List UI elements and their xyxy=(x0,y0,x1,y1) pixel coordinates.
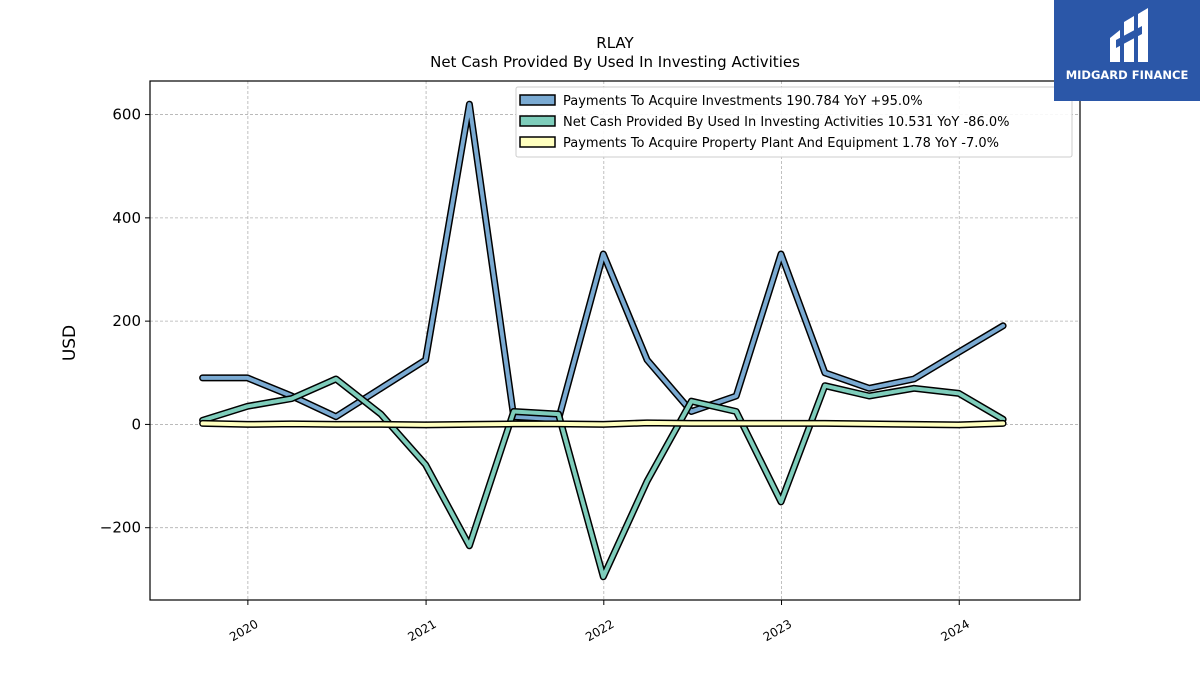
y-tick-label: 200 xyxy=(112,312,141,330)
data-point xyxy=(467,544,471,548)
plot-frame xyxy=(149,80,1081,601)
x-tick-label: 2021 xyxy=(405,617,438,644)
data-point xyxy=(245,422,249,426)
data-point xyxy=(334,377,338,381)
data-point xyxy=(201,376,205,380)
legend-label-2: Net Cash Provided By Used In Investing A… xyxy=(563,115,1009,130)
data-point xyxy=(334,415,338,419)
midgard-logo-icon xyxy=(1110,8,1148,62)
data-point xyxy=(912,377,916,381)
data-point xyxy=(823,384,827,388)
data-point xyxy=(867,394,871,398)
x-tick-label: 2020 xyxy=(227,617,260,644)
data-point xyxy=(379,422,383,426)
brand-name: MIDGARD FINANCE xyxy=(1065,68,1189,82)
data-point xyxy=(334,422,338,426)
data-point xyxy=(379,386,383,390)
x-tick-label: 2022 xyxy=(583,617,616,644)
legend-swatch-1 xyxy=(519,94,556,106)
data-point xyxy=(867,386,871,390)
chart-title: RLAY xyxy=(596,34,634,52)
x-tick-label: 2023 xyxy=(761,617,794,644)
data-point xyxy=(957,423,961,427)
data-point xyxy=(734,394,738,398)
data-point xyxy=(957,391,961,395)
data-point xyxy=(556,412,561,416)
data-point xyxy=(645,479,649,483)
legend-box xyxy=(515,86,1073,158)
data-point xyxy=(201,421,205,425)
data-point xyxy=(245,404,249,408)
grid-layer xyxy=(150,81,1080,600)
data-point xyxy=(424,358,428,362)
y-tick-label: 600 xyxy=(112,106,141,124)
data-point xyxy=(734,409,738,414)
legend-label-3: Payments To Acquire Property Plant And E… xyxy=(563,136,999,151)
data-point xyxy=(601,575,605,579)
data-point xyxy=(512,409,516,414)
data-point xyxy=(823,421,827,425)
data-point xyxy=(779,421,783,425)
data-point xyxy=(779,252,783,256)
data-point xyxy=(379,412,383,416)
chart-subtitle: Net Cash Provided By Used In Investing A… xyxy=(430,53,800,71)
data-point xyxy=(645,421,649,425)
data-point xyxy=(556,422,561,426)
data-point xyxy=(467,102,471,106)
data-point xyxy=(424,423,428,427)
data-point xyxy=(1001,421,1005,425)
legend-swatch-2 xyxy=(519,115,556,127)
x-tick-label: 2024 xyxy=(939,617,972,644)
data-point xyxy=(290,397,294,401)
data-point xyxy=(601,252,605,256)
legend-swatch-3 xyxy=(519,136,556,148)
data-point xyxy=(689,399,694,403)
data-point xyxy=(245,376,249,380)
y-axis-label: USD xyxy=(60,325,80,361)
data-point xyxy=(957,350,961,354)
data-point xyxy=(734,421,738,425)
data-point xyxy=(823,371,827,375)
data-point xyxy=(645,358,649,362)
data-point xyxy=(467,422,471,426)
y-tick-label: 0 xyxy=(131,415,141,433)
data-point xyxy=(290,422,294,426)
data-point xyxy=(601,422,605,426)
series-layer xyxy=(199,100,1007,581)
midgard-logo: MIDGARD FINANCE xyxy=(1054,0,1200,101)
legend-label-1: Payments To Acquire Investments 190.784 … xyxy=(563,94,923,109)
y-tick-label: −200 xyxy=(100,519,141,537)
data-point xyxy=(689,409,694,414)
data-point xyxy=(912,422,916,426)
data-point xyxy=(1001,324,1005,328)
data-point xyxy=(912,386,916,390)
data-point xyxy=(867,422,871,426)
data-point xyxy=(779,500,783,504)
y-tick-label: 400 xyxy=(112,209,141,227)
data-point xyxy=(424,463,428,467)
data-point xyxy=(689,421,694,425)
data-point xyxy=(512,422,516,426)
legend: Payments To Acquire Investments 190.784 … xyxy=(515,86,1073,158)
